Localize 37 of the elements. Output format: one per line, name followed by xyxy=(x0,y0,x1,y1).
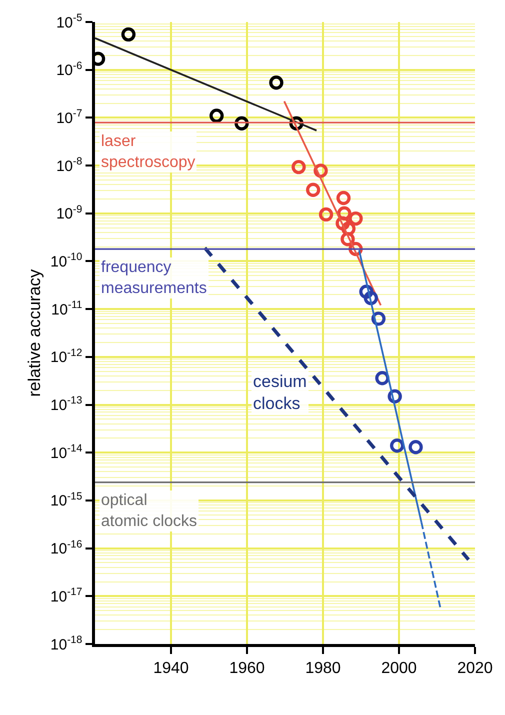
ref-line-label: frequency measurements xyxy=(101,259,207,297)
y-tick-label: 10$^{-14}$ xyxy=(50,442,82,462)
point xyxy=(390,438,404,453)
point xyxy=(269,76,284,90)
y-tick-label: 10$^{-17}$ xyxy=(50,586,82,606)
series-label: cesium clocks xyxy=(253,372,307,414)
y-tick-label: 10$^{-10}$ xyxy=(50,251,82,270)
x-tick-label: 1940 xyxy=(153,660,189,677)
point xyxy=(348,211,363,226)
point xyxy=(337,206,352,220)
y-tick-label: 10$^{-11}$ xyxy=(51,299,82,318)
y-tick-label: 10$^{-16}$ xyxy=(50,538,82,558)
y-axis-title: relative accuracy xyxy=(24,268,44,397)
point xyxy=(210,108,224,123)
y-tick-label: 10$^{-5}$ xyxy=(56,12,82,32)
point xyxy=(292,160,306,174)
ref-line-label: laser spectroscopy xyxy=(101,133,196,171)
y-tick-label: 10$^{-6}$ xyxy=(56,60,82,80)
point xyxy=(408,440,423,454)
x-tick-label: 2020 xyxy=(457,660,493,677)
y-tick-label: 10$^{-8}$ xyxy=(56,155,82,175)
point xyxy=(306,182,320,197)
y-tick-label: 10$^{-7}$ xyxy=(56,108,82,127)
y-tick-label: 10$^{-13}$ xyxy=(50,394,82,414)
x-tick-label: 1960 xyxy=(229,660,265,677)
ref-line-label: optical atomic clocks xyxy=(101,492,198,530)
point xyxy=(121,27,136,42)
x-tick-label: 1980 xyxy=(305,660,341,677)
x-tick-label: 2000 xyxy=(381,660,417,677)
y-tick-label: 10$^{-15}$ xyxy=(50,490,82,510)
y-tick-label: 10$^{-12}$ xyxy=(50,346,82,366)
point xyxy=(364,290,378,306)
y-tick-label: 10$^{-9}$ xyxy=(56,203,82,223)
point xyxy=(388,389,402,404)
y-tick-label: 10$^{-18}$ xyxy=(50,634,82,654)
point xyxy=(318,207,334,222)
point xyxy=(336,190,351,206)
